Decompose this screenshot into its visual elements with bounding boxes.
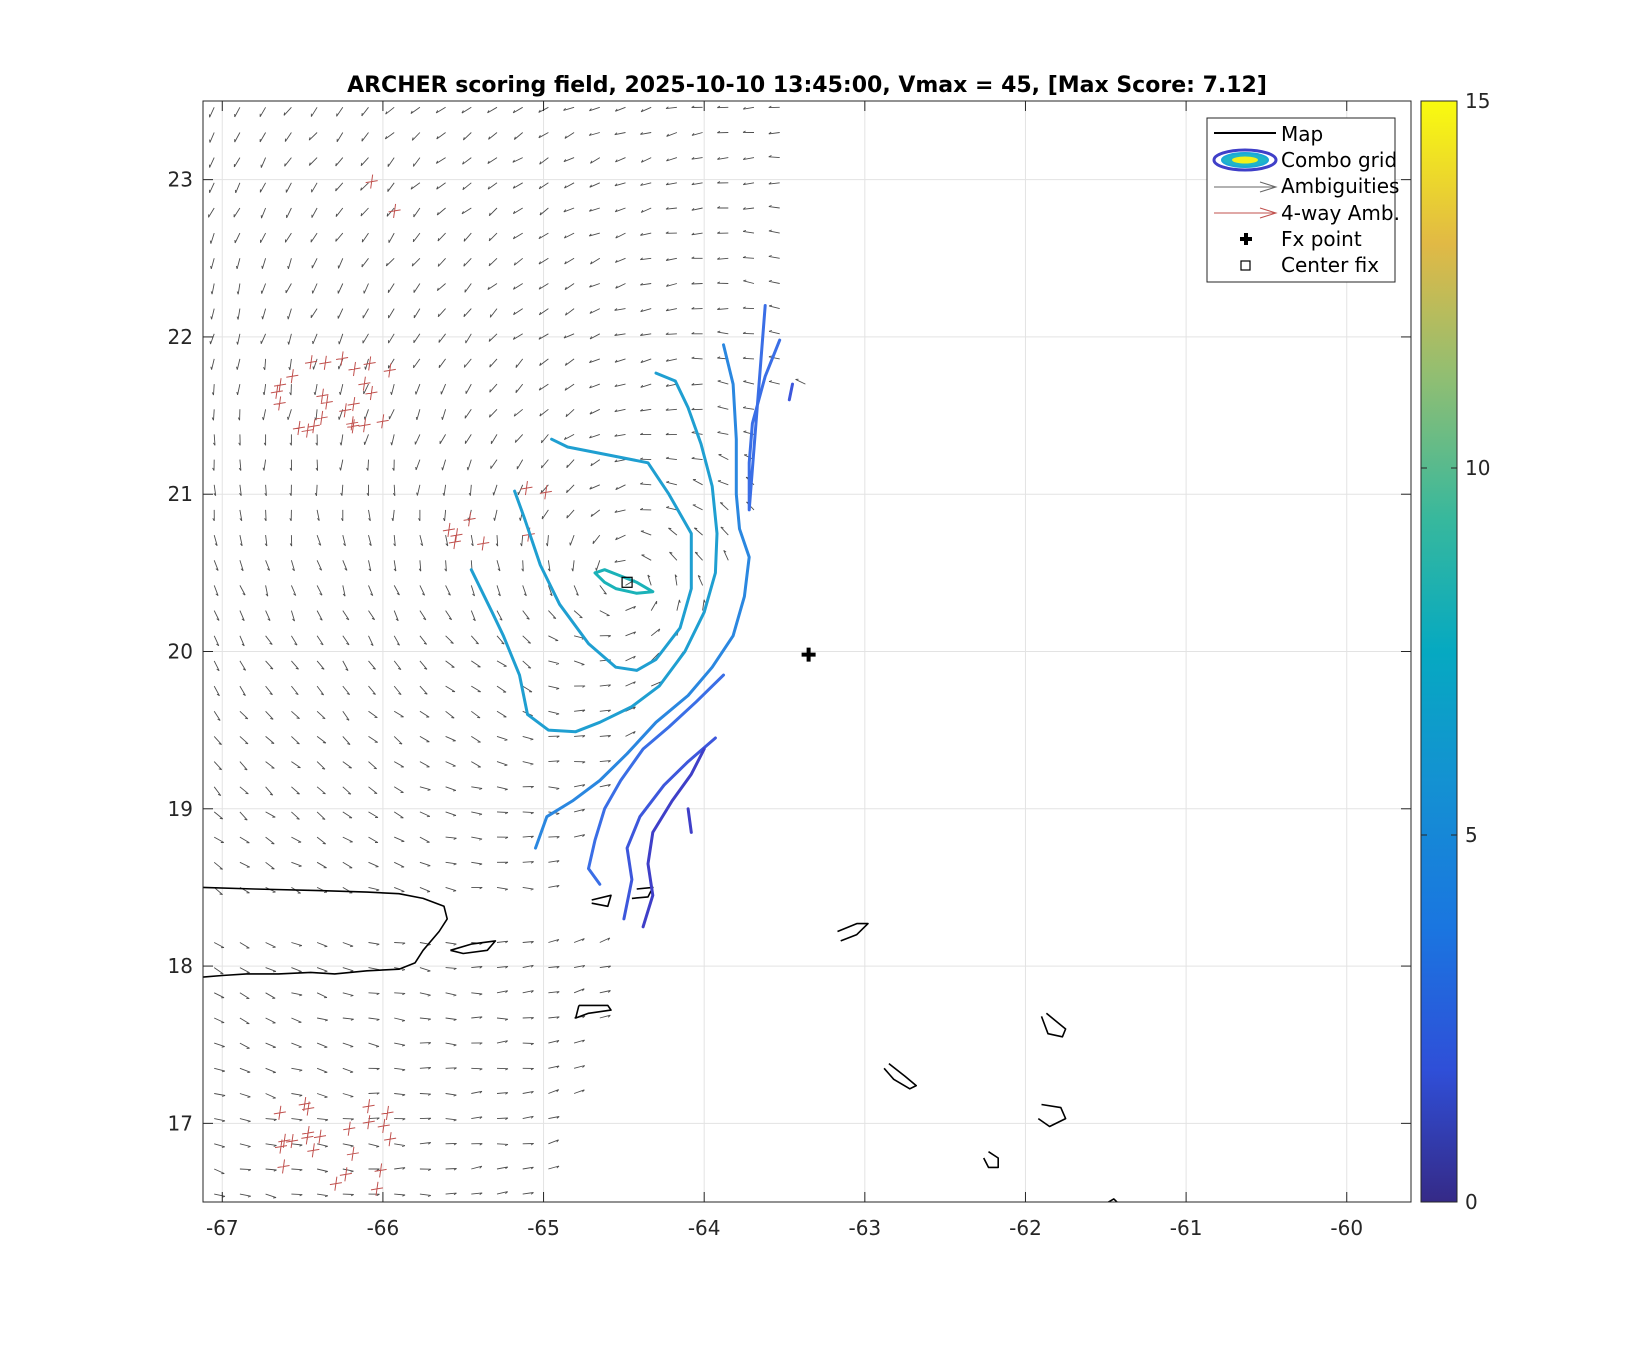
- y-tick-label: 22: [168, 325, 193, 349]
- plot-area: -67 -66 -65 -64 -63 -62 -61 -60 17 18 19 20 21 22 23: [168, 100, 1412, 1240]
- coastline: [982, 1151, 999, 1169]
- y-tick-label: 23: [168, 168, 193, 192]
- coastline: [450, 940, 497, 955]
- grid-lines: [203, 101, 1411, 1202]
- x-tick-label: -65: [527, 1216, 560, 1240]
- score-contour: [622, 736, 717, 921]
- score-contour: [593, 568, 655, 595]
- x-tick-label: -67: [206, 1216, 239, 1240]
- legend-box: [1206, 117, 1396, 283]
- legend-label-combo-grid: Combo grid: [1281, 148, 1397, 172]
- x-tick-label: -63: [848, 1216, 881, 1240]
- legend: Map Combo grid Ambiguities 4-way Amb. Fx…: [1206, 117, 1400, 283]
- score-contour: [513, 437, 693, 672]
- x-tick-label: -62: [1009, 1216, 1042, 1240]
- legend-fx-point-swatch: [1240, 233, 1252, 245]
- score-contour: [534, 343, 751, 850]
- x-tick-label: -60: [1330, 1216, 1363, 1240]
- y-tick-label: 17: [168, 1111, 193, 1135]
- point-markers: [621, 576, 816, 662]
- colorbar-ticks: 0 5 10 15: [1421, 89, 1490, 1214]
- colorbar-tick-label: 0: [1465, 1190, 1478, 1214]
- coastline: [591, 894, 612, 908]
- map-coastlines: [203, 886, 1119, 1202]
- legend-label-center-fix: Center fix: [1281, 253, 1379, 277]
- chart-title: ARCHER scoring field, 2025-10-10 13:45:0…: [347, 73, 1267, 98]
- coastline: [1037, 1103, 1067, 1128]
- score-contour: [686, 807, 693, 834]
- colorbar-tick-label: 10: [1465, 456, 1490, 480]
- fx-point-marker: [801, 647, 816, 662]
- coastline: [1106, 1198, 1119, 1202]
- four-way-cluster: [365, 174, 401, 218]
- colorbar: 0 5 10 15: [1420, 89, 1490, 1214]
- coastline: [574, 1004, 612, 1019]
- legend-center-fix-swatch: [1240, 260, 1251, 271]
- legend-label-four-way: 4-way Amb.: [1281, 201, 1400, 225]
- ambiguity-arrows: [208, 105, 806, 1199]
- x-tick-label: -64: [688, 1216, 721, 1240]
- center-fix-marker: [621, 576, 633, 588]
- colorbar-gradient: [1420, 100, 1458, 1203]
- y-tick-label: 18: [168, 954, 193, 978]
- ambiguity-vectors: [208, 105, 806, 1199]
- coastline: [631, 886, 654, 900]
- axis-ticks: -67 -66 -65 -64 -63 -62 -61 -60 17 18 19 20 21 22 23: [168, 101, 1411, 1240]
- colorbar-tick-label: 15: [1465, 89, 1490, 113]
- legend-fourway-swatch: [1214, 207, 1278, 219]
- four-way-cluster: [273, 1096, 397, 1196]
- score-contour: [787, 382, 794, 402]
- score-contour: [469, 371, 719, 734]
- score-contour: [747, 304, 782, 512]
- legend-label-fx-point: Fx point: [1281, 227, 1362, 251]
- four-way-cluster: [270, 351, 396, 438]
- legend-ambiguity-swatch: [1214, 181, 1278, 193]
- coastline: [837, 922, 869, 942]
- y-tick-label: 19: [168, 797, 193, 821]
- y-tick-label: 20: [168, 640, 193, 664]
- coastline: [883, 1062, 917, 1090]
- combo-grid-contours: [469, 304, 794, 929]
- colorbar-tick-label: 5: [1465, 823, 1478, 847]
- y-tick-label: 21: [168, 482, 193, 506]
- coastline: [1040, 1012, 1067, 1038]
- legend-label-map: Map: [1281, 122, 1323, 146]
- four-way-ambiguities: [270, 174, 552, 1196]
- x-tick-label: -61: [1170, 1216, 1203, 1240]
- legend-combo-swatch: [1212, 148, 1278, 172]
- score-contour: [641, 747, 706, 929]
- legend-label-ambiguities: Ambiguities: [1281, 174, 1399, 198]
- coastline: [203, 886, 448, 978]
- x-tick-label: -66: [367, 1216, 400, 1240]
- score-contour: [587, 673, 725, 886]
